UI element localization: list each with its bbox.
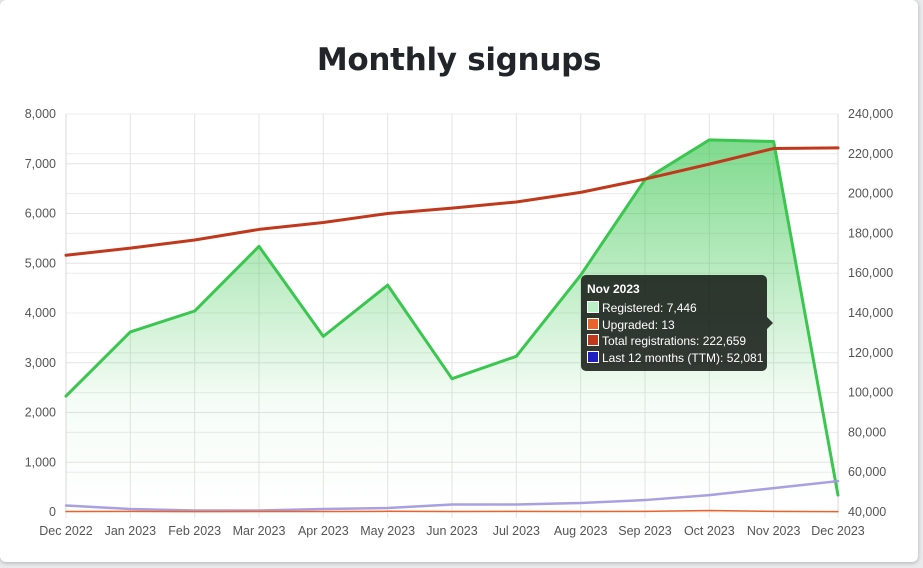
y-right-tick-label: 120,000 <box>848 346 893 360</box>
y-left-tick-label: 3,000 <box>25 356 56 370</box>
y-right-tick-label: 40,000 <box>848 505 886 519</box>
y-left-tick-label: 5,000 <box>25 256 56 270</box>
y-right-tick-label: 180,000 <box>848 226 893 240</box>
x-tick-label: Jun 2023 <box>426 524 477 538</box>
tooltip-label-registered: Registered: 7,446 <box>602 301 697 315</box>
y-left-tick-label: 0 <box>49 505 56 519</box>
x-tick-label: Sep 2023 <box>618 524 672 538</box>
tooltip-swatch-ttm <box>587 350 599 363</box>
y-left-tick-label: 1,000 <box>25 455 56 469</box>
tooltip-row-total: Total registrations: 222,659 <box>587 333 761 350</box>
y-left-tick-label: 7,000 <box>25 157 56 171</box>
tooltip-row-registered: Registered: 7,446 <box>587 300 761 317</box>
x-tick-label: Apr 2023 <box>298 524 349 538</box>
tooltip-swatch-upgraded <box>587 317 599 330</box>
tooltip-caret <box>767 317 773 329</box>
y-right-tick-label: 220,000 <box>848 147 893 161</box>
y-right-tick-label: 60,000 <box>848 465 886 479</box>
tooltip-label-ttm: Last 12 months (TTM): 52,081 <box>602 350 764 365</box>
y-right-tick-label: 80,000 <box>848 425 886 439</box>
tooltip-label-upgraded: Upgraded: 13 <box>602 317 675 332</box>
series-layer <box>64 138 840 513</box>
y-left-tick-label: 8,000 <box>25 107 56 121</box>
tooltip-label-total: Total registrations: 222,659 <box>602 334 747 348</box>
y-right-tick-label: 100,000 <box>848 386 893 400</box>
x-axis: Dec 2022 Jan 2023 Feb 2023 Mar 2023 Apr 2023… <box>39 524 865 538</box>
y-right-tick-label: 160,000 <box>848 266 893 280</box>
tooltip-swatch-total <box>587 334 599 346</box>
x-tick-label: Aug 2023 <box>554 524 608 538</box>
x-tick-label: Jan 2023 <box>105 524 156 538</box>
x-tick-label: Jul 2023 <box>493 524 540 538</box>
tooltip-row-upgraded: Upgraded: 13 <box>587 317 761 334</box>
x-tick-label: Dec 2022 <box>39 524 93 538</box>
x-tick-label: May 2023 <box>360 524 415 538</box>
chart-tooltip: Nov 2023 Registered: 7,446 Upgraded: 13 … <box>581 275 767 371</box>
tooltip-row-ttm: Last 12 months (TTM): 52,081 <box>587 350 764 367</box>
y-axis-left: 0 1,000 2,000 3,000 4,000 5,000 6,000 7,000 8,00… <box>25 107 56 519</box>
x-tick-label: Nov 2023 <box>747 524 801 538</box>
y-left-tick-label: 6,000 <box>25 207 56 221</box>
tooltip-title: Nov 2023 <box>587 282 640 296</box>
chart-title: Monthly signups <box>316 42 602 78</box>
x-tick-label: Mar 2023 <box>233 524 286 538</box>
x-tick-label: Feb 2023 <box>168 524 221 538</box>
y-right-tick-label: 240,000 <box>848 107 893 121</box>
tooltip-swatch-registered <box>587 301 599 313</box>
series-area-registered <box>66 139 838 512</box>
y-left-tick-label: 4,000 <box>25 306 56 320</box>
x-tick-label: Oct 2023 <box>684 524 735 538</box>
y-axis-right: 40,000 60,000 80,000 100,000 120,000 140,000 1… <box>848 107 893 519</box>
x-tick-label: Dec 2023 <box>811 524 865 538</box>
y-right-tick-label: 140,000 <box>848 306 893 320</box>
y-left-tick-label: 2,000 <box>25 406 56 420</box>
y-right-tick-label: 200,000 <box>848 187 893 201</box>
